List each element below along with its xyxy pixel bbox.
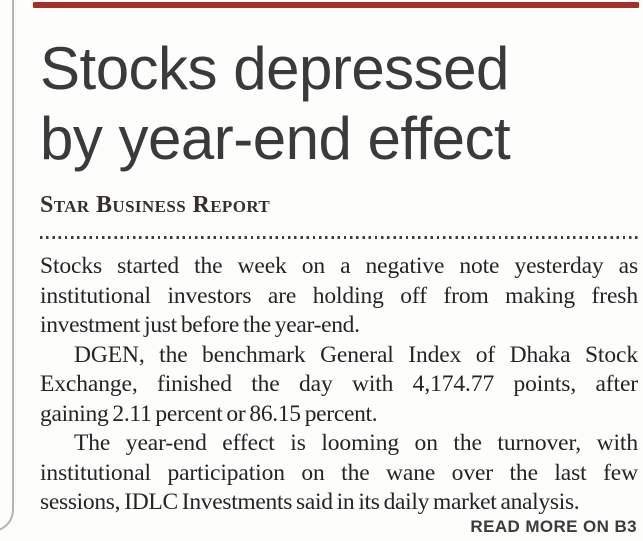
body-line: gaining 2.11 percent or 86.15 percent. — [40, 400, 378, 427]
body-line: The year-end effect is looming on the tu… — [74, 430, 638, 456]
headline-line-1: Stocks depressed — [40, 35, 509, 102]
body-line: DGEN, the benchmark General Index of Dha… — [74, 341, 638, 368]
body-line: institutional investors are holding off … — [40, 282, 638, 309]
top-red-rule — [33, 2, 639, 8]
headline-line-2: by year-end effect — [40, 105, 511, 172]
paragraph: The year-end effect is looming on the tu… — [40, 429, 638, 518]
article-body: Stocks started the week on a negative no… — [40, 252, 638, 518]
paragraph: DGEN, the benchmark General Index of Dha… — [40, 341, 638, 430]
dotted-separator — [40, 236, 638, 239]
body-line: Stocks started the week on a negative no… — [40, 253, 638, 279]
body-line: Exchange, finished the day with 4,174.77… — [40, 371, 638, 397]
paragraph: Stocks started the week on a negative no… — [40, 252, 638, 341]
page-edge-line — [0, 0, 14, 532]
body-line: investment just before the year-end. — [40, 312, 360, 338]
read-more-kicker: READ MORE ON B3 — [470, 517, 637, 536]
body-line: sessions, IDLC Investments said in its d… — [40, 489, 580, 515]
body-line: institutional participation on the wane … — [40, 459, 638, 486]
byline: Star Business Report — [40, 192, 271, 218]
article-headline: Stocks depressed by year-end effect — [40, 34, 511, 174]
